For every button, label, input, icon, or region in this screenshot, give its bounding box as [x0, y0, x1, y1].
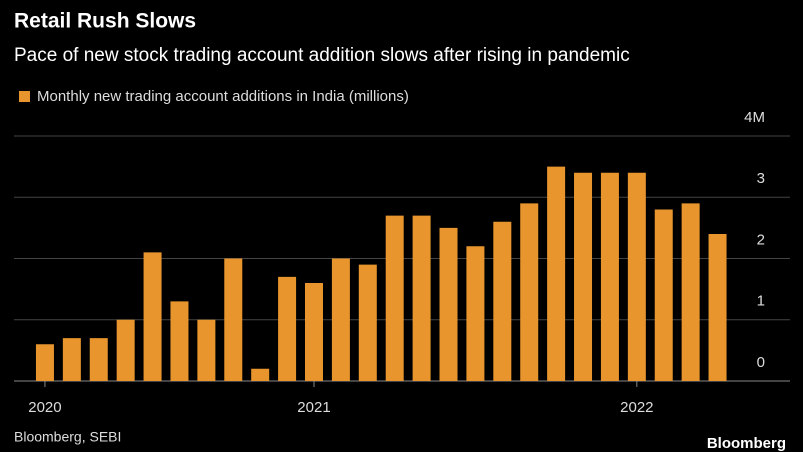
bar	[197, 319, 216, 381]
bar	[547, 166, 566, 381]
legend-label: Monthly new trading account additions in…	[37, 88, 409, 105]
legend-swatch	[19, 91, 30, 102]
bar	[654, 209, 673, 381]
bar	[708, 234, 727, 381]
y-tick-label: 2	[757, 231, 765, 248]
bar	[493, 221, 512, 381]
bar	[331, 258, 350, 381]
bar	[143, 252, 162, 381]
bar	[35, 344, 54, 381]
y-tick-label: 0	[757, 354, 765, 371]
y-tick-label: 1	[757, 293, 765, 310]
bar	[170, 301, 189, 381]
bar	[62, 338, 81, 381]
bar	[116, 319, 135, 381]
bar	[627, 172, 646, 381]
bar	[304, 283, 323, 381]
x-tick-label: 2021	[297, 399, 330, 416]
bar	[385, 215, 404, 381]
bar	[439, 227, 458, 381]
chart-subtitle: Pace of new stock trading account additi…	[14, 45, 630, 66]
y-tick-label: 3	[757, 170, 765, 187]
bar	[466, 246, 485, 381]
brand: Bloomberg	[707, 435, 786, 452]
bar	[600, 172, 619, 381]
x-tick-label: 2020	[28, 399, 61, 416]
bar	[224, 258, 243, 381]
bar	[412, 215, 431, 381]
bar	[681, 203, 700, 381]
source: Bloomberg, SEBI	[14, 429, 121, 445]
bar	[251, 368, 270, 381]
bar	[574, 172, 593, 381]
chart-title: Retail Rush Slows	[14, 10, 196, 33]
y-tick-label: 4M	[744, 109, 765, 126]
bar	[278, 276, 297, 381]
bar	[358, 264, 377, 381]
bar	[520, 203, 539, 381]
bar	[89, 338, 108, 381]
x-tick-label: 2022	[620, 399, 653, 416]
